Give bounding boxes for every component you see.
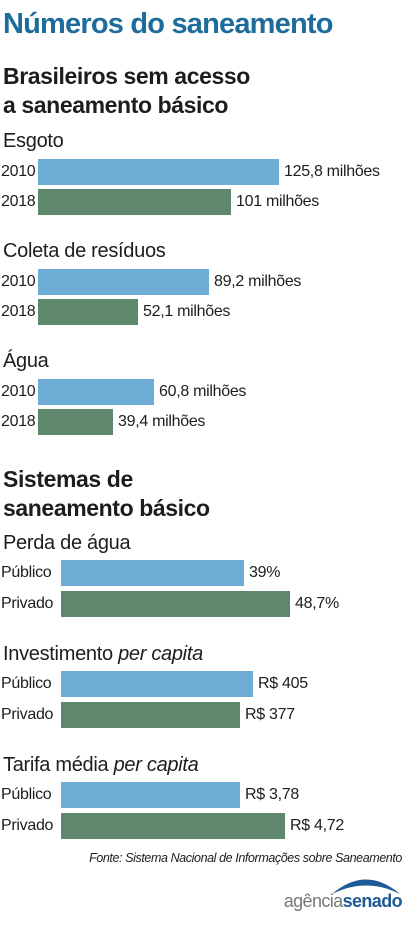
category-label: Público (1, 786, 52, 803)
section-title-access-line1: Brasileiros sem acesso (3, 63, 250, 89)
section-title-systems-line1: Sistemas de (3, 466, 133, 492)
bar-row: 2018 52,1 milhões (0, 299, 406, 325)
category-label: Privado (1, 706, 54, 723)
category-label: Público (1, 675, 52, 692)
bar (38, 189, 231, 215)
chart-title: Perda de água (3, 530, 131, 556)
bar (61, 671, 253, 697)
data-label: 101 milhões (236, 193, 319, 210)
category-label: 2018 (1, 193, 36, 210)
bar-row: 2010 125,8 milhões (0, 159, 406, 185)
category-label: 2018 (1, 303, 36, 320)
data-label: 125,8 milhões (284, 163, 380, 180)
bar-row: Privado R$ 377 (0, 702, 406, 728)
category-label: 2018 (1, 413, 36, 430)
data-label: R$ 4,72 (290, 817, 344, 834)
chart-title-italic: per capita (113, 754, 199, 776)
bar-row: 2010 89,2 milhões (0, 269, 406, 295)
chart-title: Água (3, 348, 49, 374)
bar-row: 2010 60,8 milhões (0, 379, 406, 405)
bar (61, 591, 290, 617)
data-label: 60,8 milhões (159, 383, 247, 400)
bar-row: Público 39% (0, 560, 406, 586)
source-note: Fonte: Sistema Nacional de Informações s… (89, 851, 402, 865)
bar (61, 782, 240, 808)
chart-title-text: Coleta de resíduos (3, 240, 166, 262)
chart-title: Tarifa média per capita (3, 752, 199, 778)
bar (38, 299, 138, 325)
bar-row: Privado R$ 4,72 (0, 813, 406, 839)
chart-title-text: Água (3, 350, 49, 372)
category-label: 2010 (1, 273, 36, 290)
category-label: Privado (1, 595, 54, 612)
section-title-access-line2: a saneamento básico (3, 92, 229, 118)
bar-row: Público R$ 405 (0, 671, 406, 697)
logo-agencia-text: agência (283, 891, 343, 911)
category-label: Público (1, 564, 52, 581)
chart-title: Investimento per capita (3, 641, 203, 667)
chart-title-italic: per capita (118, 643, 203, 665)
data-label: 89,2 milhões (214, 273, 302, 290)
category-label: 2010 (1, 163, 36, 180)
chart-title-text: Perda de água (3, 532, 131, 554)
category-label: 2010 (1, 383, 36, 400)
data-label: 52,1 milhões (143, 303, 231, 320)
bar (38, 409, 113, 435)
data-label: 39% (249, 564, 281, 581)
logo-wordmark: agênciasenado (283, 891, 403, 911)
bar-row: 2018 39,4 milhões (0, 409, 406, 435)
bar (38, 269, 209, 295)
bar (61, 702, 240, 728)
bar-row: Público R$ 3,78 (0, 782, 406, 808)
data-label: R$ 3,78 (245, 786, 299, 803)
chart-title-text: Tarifa média (3, 754, 109, 776)
bar (38, 379, 154, 405)
chart-title-text: Investimento (3, 643, 113, 665)
chart-title-text: Esgoto (3, 130, 64, 152)
bar-row: Privado 48,7% (0, 591, 406, 617)
bar (61, 813, 285, 839)
data-label: 39,4 milhões (118, 413, 206, 430)
data-label: 48,7% (295, 595, 339, 612)
agencia-senado-logo: agênciasenado (262, 873, 403, 913)
bar-row: 2018 101 milhões (0, 189, 406, 215)
chart-title: Esgoto (3, 128, 64, 154)
data-label: R$ 405 (258, 675, 308, 692)
data-label: R$ 377 (245, 706, 295, 723)
logo-arc-icon (332, 879, 400, 894)
bar (61, 560, 244, 586)
logo-senado-text: senado (342, 891, 403, 911)
bar (38, 159, 279, 185)
category-label: Privado (1, 817, 54, 834)
page-title: Números do saneamento (3, 8, 333, 40)
section-title-systems-line2: saneamento básico (3, 495, 210, 521)
chart-title: Coleta de resíduos (3, 238, 166, 264)
